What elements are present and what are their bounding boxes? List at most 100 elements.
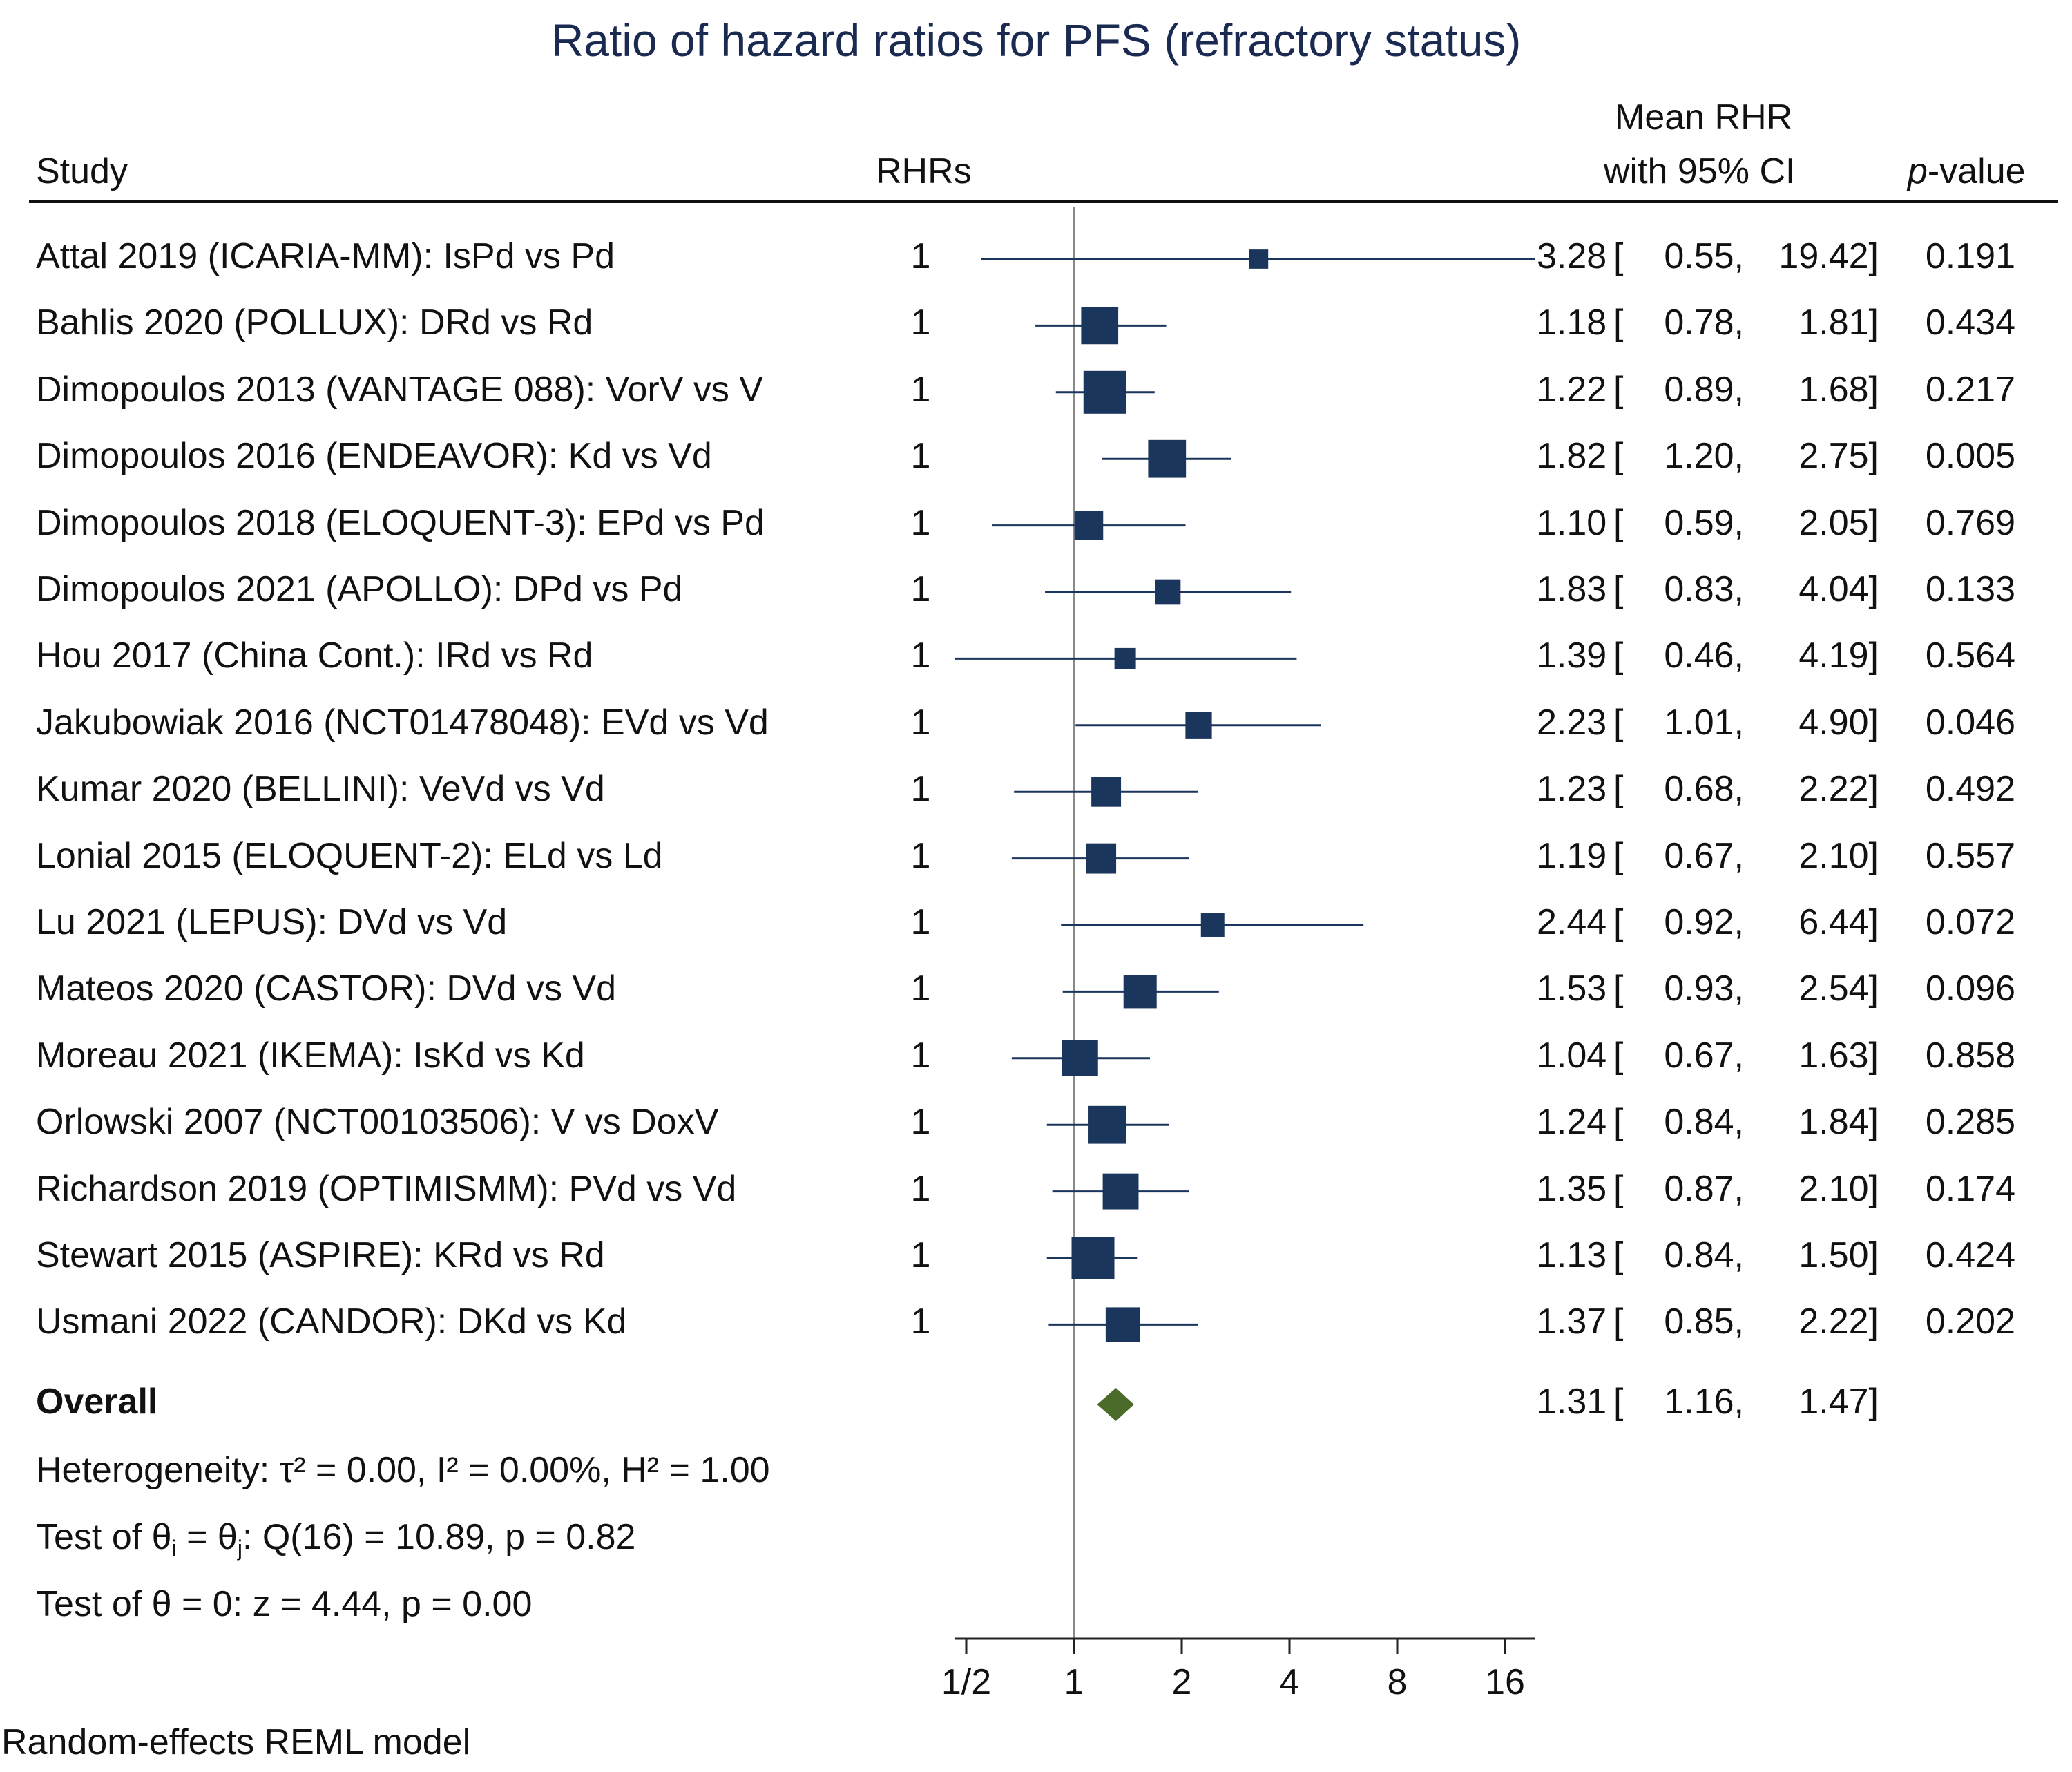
p-value: 0.769 <box>1925 502 2015 543</box>
p-value: 0.096 <box>1925 969 2015 1009</box>
p-value: 0.434 <box>1925 303 2015 343</box>
rhrs-value: 1 <box>910 769 931 810</box>
study-label: Kumar 2020 (BELLINI): VeVd vs Vd <box>36 769 605 810</box>
ci-bracket-open: [ <box>1613 369 1624 410</box>
study-marker <box>1249 249 1269 269</box>
p-value: 0.285 <box>1925 1102 2015 1143</box>
study-marker <box>1200 913 1225 937</box>
test-theta-ij-text: Test of θi = θj: Q(16) = 10.89, p = 0.82 <box>36 1516 635 1561</box>
ci-upper: 1.84] <box>1798 1102 1879 1143</box>
ci-upper: 1.68] <box>1798 369 1879 410</box>
header-rule <box>29 200 2058 203</box>
study-label: Lonial 2015 (ELOQUENT-2): ELd vs Ld <box>36 835 663 876</box>
ci-bracket-open: [ <box>1613 502 1624 543</box>
rhrs-value: 1 <box>910 369 931 410</box>
ci-lower: 0.93, <box>1664 969 1744 1009</box>
ci-lower: 0.67, <box>1664 1035 1744 1076</box>
study-label: Dimopoulos 2018 (ELOQUENT-3): EPd vs Pd <box>36 502 765 543</box>
rhr-estimate: 2.44 <box>1537 902 1607 942</box>
header-pvalue: p-value <box>1908 151 2026 192</box>
rhrs-value: 1 <box>910 636 931 676</box>
study-marker <box>1088 1105 1126 1144</box>
p-value: 0.202 <box>1925 1302 2015 1342</box>
p-value: 0.858 <box>1925 1035 2015 1076</box>
rhr-estimate: 1.53 <box>1537 969 1607 1009</box>
ci-bracket-open: [ <box>1613 769 1624 810</box>
rhrs-value: 1 <box>910 1302 931 1342</box>
rhr-estimate: 1.37 <box>1537 1302 1607 1342</box>
rhrs-value: 1 <box>910 969 931 1009</box>
ci-lower: 0.85, <box>1664 1302 1744 1342</box>
ci-bracket-open: [ <box>1613 702 1624 743</box>
rhr-estimate: 3.28 <box>1537 236 1607 276</box>
ci-bracket-open: [ <box>1613 1035 1624 1076</box>
test-theta-zero-text: Test of θ = 0: z = 4.44, p = 0.00 <box>36 1584 533 1624</box>
rhr-estimate: 1.13 <box>1537 1235 1607 1275</box>
p-value: 0.557 <box>1925 835 2015 876</box>
ci-upper: 4.90] <box>1798 702 1879 743</box>
p-value: 0.133 <box>1925 569 2015 609</box>
study-marker <box>1081 307 1119 345</box>
study-marker <box>1148 439 1187 478</box>
ci-bracket-open: [ <box>1613 436 1624 477</box>
ci-bracket-open: [ <box>1613 303 1624 343</box>
ci-bracket-open: [ <box>1613 969 1624 1009</box>
rhr-estimate: 2.23 <box>1537 702 1607 743</box>
rhrs-value: 1 <box>910 835 931 876</box>
rhr-estimate: 1.04 <box>1537 1035 1607 1076</box>
ci-upper: 2.10] <box>1798 1168 1879 1209</box>
ci-lower: 0.59, <box>1664 502 1744 543</box>
study-label: Dimopoulos 2013 (VANTAGE 088): VorV vs V <box>36 369 763 410</box>
overall-label: Overall <box>36 1382 158 1422</box>
header-pvalue-italic: p <box>1908 151 1928 191</box>
study-marker <box>1062 1040 1098 1076</box>
ci-lower: 0.78, <box>1664 303 1744 343</box>
study-label: Attal 2019 (ICARIA-MM): IsPd vs Pd <box>36 236 615 276</box>
ci-lower: 0.89, <box>1664 369 1744 410</box>
ci-bracket-open: [ <box>1613 1168 1624 1209</box>
rhr-estimate: 1.23 <box>1537 769 1607 810</box>
ci-bracket-open: [ <box>1613 835 1624 876</box>
test-theta-sub-i: i <box>171 1536 177 1561</box>
ci-bracket-open: [ <box>1613 636 1624 676</box>
p-value: 0.424 <box>1925 1235 2015 1275</box>
header-mean-line2: with 95% CI <box>1604 151 1796 191</box>
ci-upper: 4.19] <box>1798 636 1879 676</box>
study-label: Bahlis 2020 (POLLUX): DRd vs Rd <box>36 303 593 343</box>
study-marker <box>1185 712 1212 739</box>
study-marker <box>1105 1307 1140 1342</box>
ci-bracket-open: [ <box>1613 1102 1624 1143</box>
x-tick-label: 2 <box>1172 1662 1192 1702</box>
model-note: Random-effects REML model <box>1 1722 471 1762</box>
ci-upper: 1.81] <box>1798 303 1879 343</box>
heterogeneity-text: Heterogeneity: τ² = 0.00, I² = 0.00%, H²… <box>36 1450 770 1490</box>
ci-upper: 2.05] <box>1798 502 1879 543</box>
rhr-estimate: 1.10 <box>1537 502 1607 543</box>
study-label: Moreau 2021 (IKEMA): IsKd vs Kd <box>36 1035 585 1076</box>
p-value: 0.005 <box>1925 436 2015 477</box>
ci-lower: 0.46, <box>1664 636 1744 676</box>
ci-lower: 1.20, <box>1664 436 1744 477</box>
ci-bracket-open: [ <box>1613 569 1624 609</box>
test-theta-sub-j: j <box>237 1536 242 1561</box>
rhrs-value: 1 <box>910 436 931 477</box>
rhr-estimate: 1.22 <box>1537 369 1607 410</box>
study-label: Orlowski 2007 (NCT00103506): V vs DoxV <box>36 1102 719 1143</box>
ci-upper: 2.10] <box>1798 835 1879 876</box>
study-marker <box>1074 511 1104 540</box>
overall-bracket-open: [ <box>1613 1382 1624 1422</box>
overall-ci-upper: 1.47] <box>1798 1382 1879 1422</box>
x-tick-label: 8 <box>1388 1662 1408 1702</box>
test-theta-pre: Test of θ <box>36 1517 172 1557</box>
study-label: Dimopoulos 2021 (APOLLO): DPd vs Pd <box>36 569 683 609</box>
study-label: Mateos 2020 (CASTOR): DVd vs Vd <box>36 969 617 1009</box>
ci-bracket-open: [ <box>1613 1302 1624 1342</box>
study-marker <box>1083 370 1126 414</box>
study-marker <box>1123 975 1157 1009</box>
x-tick-label: 1/2 <box>941 1662 991 1702</box>
p-value: 0.191 <box>1925 236 2015 276</box>
study-label: Dimopoulos 2016 (ENDEAVOR): Kd vs Vd <box>36 436 712 477</box>
rhrs-value: 1 <box>910 1168 931 1209</box>
ci-lower: 0.68, <box>1664 769 1744 810</box>
